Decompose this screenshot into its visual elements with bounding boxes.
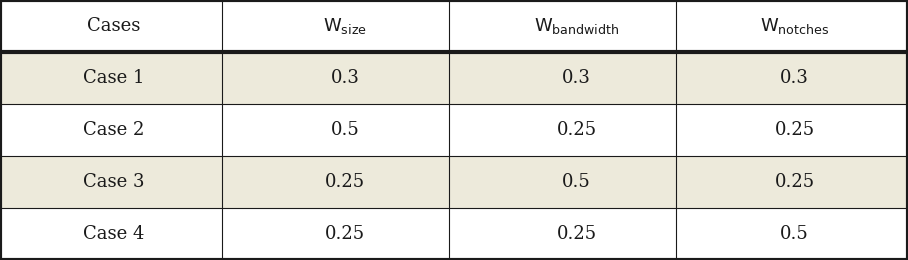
Text: 0.25: 0.25 (557, 225, 597, 243)
Text: 0.25: 0.25 (325, 173, 365, 191)
Text: Case 3: Case 3 (83, 173, 144, 191)
Text: Case 1: Case 1 (83, 69, 144, 87)
Text: 0.3: 0.3 (780, 69, 809, 87)
Bar (0, 0, 908, 52)
Text: Case 4: Case 4 (83, 225, 144, 243)
Text: $\mathrm{W_{notches}}$: $\mathrm{W_{notches}}$ (760, 16, 829, 36)
Text: 0.25: 0.25 (775, 173, 814, 191)
Text: Case 2: Case 2 (83, 121, 144, 139)
Text: 0.5: 0.5 (562, 173, 591, 191)
Text: 0.25: 0.25 (325, 225, 365, 243)
Text: $\mathrm{W_{size}}$: $\mathrm{W_{size}}$ (323, 16, 367, 36)
Bar (0, 52, 908, 104)
Text: 0.3: 0.3 (331, 69, 360, 87)
Text: 0.5: 0.5 (331, 121, 360, 139)
Text: 0.5: 0.5 (780, 225, 809, 243)
Text: $\mathrm{W_{bandwidth}}$: $\mathrm{W_{bandwidth}}$ (534, 16, 619, 36)
Text: 0.25: 0.25 (557, 121, 597, 139)
Text: 0.3: 0.3 (562, 69, 591, 87)
Bar (0, 156, 908, 208)
Text: 0.25: 0.25 (775, 121, 814, 139)
Bar (0, 208, 908, 260)
Bar (0, 104, 908, 156)
Text: Cases: Cases (87, 17, 140, 35)
